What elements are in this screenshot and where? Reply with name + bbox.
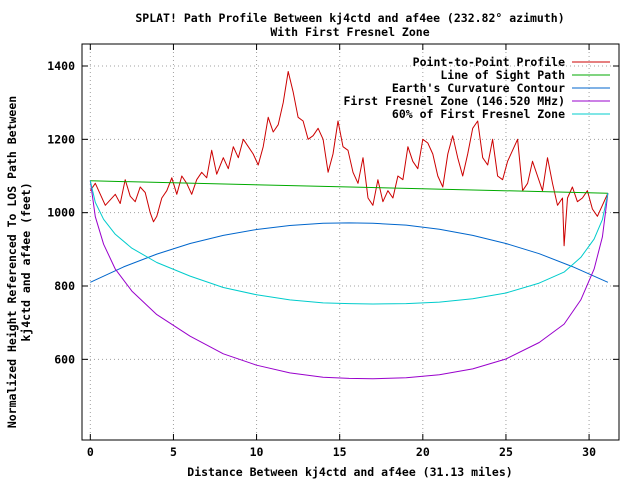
x-tick-label: 15 [333,445,347,459]
axis-ticks: 0 5 10 15 20 25 30 600 800 1000 1200 1400 [47,44,619,459]
grid-lines [82,44,619,440]
x-tick-label: 10 [250,445,264,459]
chart-title: SPLAT! Path Profile Between kj4ctd and a… [135,11,564,25]
legend-label: Earth's Curvature Contour [392,81,565,95]
y-tick-label: 1400 [47,59,75,73]
x-tick-label: 5 [170,445,177,459]
x-tick-label: 30 [582,445,596,459]
y-tick-label: 1200 [47,132,75,146]
legend-label: First Fresnel Zone (146.520 MHz) [343,94,565,108]
x-tick-label: 20 [416,445,430,459]
y-tick-label: 600 [54,352,75,366]
plot-frame [81,43,620,441]
series-line-4 [89,180,609,305]
series-line-0 [89,71,609,247]
y-axis-label-line2: kj4ctd and af4ee (feet) [19,182,33,341]
legend-label: 60% of First Fresnel Zone [392,107,565,121]
series-line-2 [90,222,609,283]
x-axis-label: Distance Between kj4ctd and af4ee (31.13… [187,465,512,479]
y-tick-label: 1000 [47,206,75,220]
y-axis-label-line1: Normalized Height Referenced To LOS Path… [5,96,19,428]
series-line-1 [90,180,608,194]
chart-subtitle: With First Fresnel Zone [270,25,429,39]
series-line-3 [89,180,609,380]
x-tick-label: 0 [87,445,94,459]
series-lines [89,71,609,380]
y-tick-label: 800 [54,279,75,293]
legend-label: Point-to-Point Profile [413,55,565,69]
x-tick-label: 25 [499,445,513,459]
legend-label: Line of Sight Path [440,68,565,82]
